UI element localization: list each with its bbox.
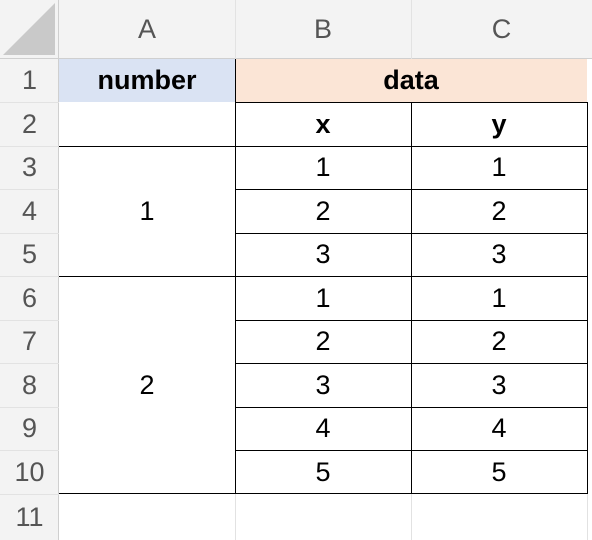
row-sep-4 xyxy=(0,233,59,234)
border-row7-bottom xyxy=(235,363,588,364)
select-all-corner[interactable] xyxy=(0,0,59,59)
row-header-right-border xyxy=(58,0,59,540)
cell-c2-y-header[interactable]: y xyxy=(491,108,507,139)
cell-c3[interactable]: 1 xyxy=(491,152,507,182)
row-sep-5 xyxy=(0,276,59,277)
row-header-4[interactable]: 4 xyxy=(0,189,59,233)
row-header-8[interactable]: 8 xyxy=(0,363,59,407)
cell-c5[interactable]: 3 xyxy=(491,239,507,269)
cell-c4[interactable]: 2 xyxy=(491,195,507,226)
col-sep-bc xyxy=(411,0,412,59)
border-row9-bottom xyxy=(235,450,588,451)
cell-b3[interactable]: 1 xyxy=(315,152,331,182)
row-header-9[interactable]: 9 xyxy=(0,407,59,450)
cell-a1-number-header[interactable]: number xyxy=(59,59,235,102)
cell-a2[interactable] xyxy=(59,102,235,146)
cell-b1-data-header[interactable]: data xyxy=(235,59,587,102)
column-header-a[interactable]: A xyxy=(59,0,235,59)
border-row2-bottom xyxy=(59,146,588,147)
row-header-6[interactable]: 6 xyxy=(0,276,59,320)
border-row1-bottom xyxy=(235,102,588,103)
cell-b8[interactable]: 3 xyxy=(315,369,331,400)
row-header-3[interactable]: 3 xyxy=(0,146,59,189)
cell-b9[interactable]: 4 xyxy=(315,413,331,443)
column-header-b[interactable]: B xyxy=(235,0,411,59)
row-header-5[interactable]: 5 xyxy=(0,233,59,276)
row-sep-1 xyxy=(0,102,59,103)
cell-b10[interactable]: 5 xyxy=(315,456,331,487)
cell-c10[interactable]: 5 xyxy=(491,456,507,487)
col-sep-ab xyxy=(235,0,236,59)
border-col-b-right xyxy=(411,102,412,494)
row-header-10[interactable]: 10 xyxy=(0,450,59,494)
cell-b6[interactable]: 1 xyxy=(315,282,331,313)
row-sep-9 xyxy=(0,450,59,451)
row-header-7[interactable]: 7 xyxy=(0,320,59,363)
cell-b2-x-header[interactable]: x xyxy=(315,108,331,139)
select-all-triangle-icon xyxy=(3,3,55,55)
cell-a6-merged-number[interactable]: 2 xyxy=(139,369,155,400)
row-header-11[interactable]: 11 xyxy=(0,494,59,540)
cell-b5[interactable]: 3 xyxy=(315,239,331,269)
row11-right-edge xyxy=(587,494,588,540)
row-sep-10 xyxy=(0,494,59,495)
border-row10-bottom xyxy=(59,493,588,494)
row11-col-sep-ab xyxy=(235,494,236,540)
cell-c8[interactable]: 3 xyxy=(491,369,507,400)
column-header-bottom-border xyxy=(0,58,592,59)
row-sep-3 xyxy=(0,189,59,190)
cell-b4[interactable]: 2 xyxy=(315,195,331,226)
cell-b7[interactable]: 2 xyxy=(315,326,331,356)
border-col-c-right xyxy=(587,102,588,494)
cell-c6[interactable]: 1 xyxy=(491,282,507,313)
border-row4-bottom xyxy=(235,233,588,234)
cell-c7[interactable]: 2 xyxy=(491,326,507,356)
border-row6-bottom xyxy=(235,320,588,321)
row11-col-sep-bc xyxy=(411,494,412,540)
row-sep-7 xyxy=(0,363,59,364)
border-row8-bottom xyxy=(235,407,588,408)
row-header-1[interactable]: 1 xyxy=(0,59,59,102)
row-sep-2 xyxy=(0,146,59,147)
row-header-2[interactable]: 2 xyxy=(0,102,59,146)
border-row5-bottom xyxy=(59,276,588,277)
border-row3-bottom xyxy=(235,189,588,190)
row-sep-8 xyxy=(0,407,59,408)
column-header-c[interactable]: C xyxy=(411,0,592,59)
cell-a3-merged-number[interactable]: 1 xyxy=(139,195,155,226)
row-sep-6 xyxy=(0,320,59,321)
cell-c9[interactable]: 4 xyxy=(491,413,507,443)
